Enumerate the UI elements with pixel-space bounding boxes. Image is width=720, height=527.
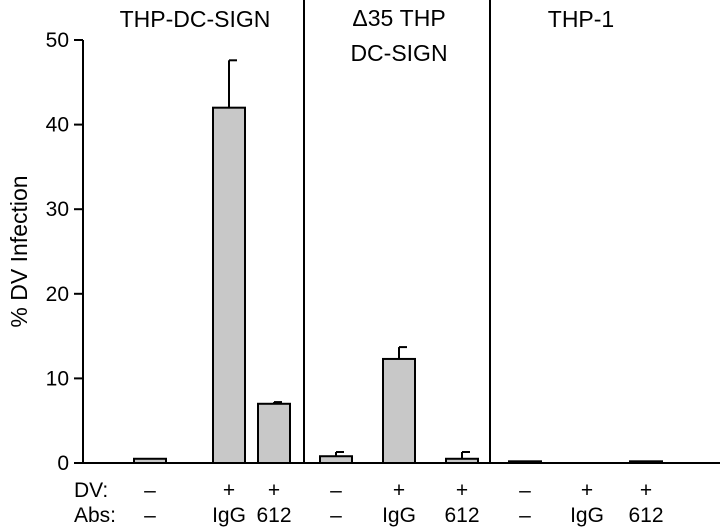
abs-row-label: Abs: xyxy=(74,504,116,527)
bar xyxy=(629,460,663,465)
abs-value-label: IgG xyxy=(570,504,604,527)
abs-value-label: IgG xyxy=(212,504,246,527)
bar xyxy=(133,457,167,464)
y-axis-title: % DV Infection xyxy=(6,175,32,327)
y-tick-label: 0 xyxy=(57,452,69,475)
abs-value-label: – xyxy=(519,504,531,527)
abs-value-label: – xyxy=(330,504,342,527)
bar xyxy=(382,357,416,464)
dv-value-label: + xyxy=(640,479,652,502)
dv-value-label: + xyxy=(393,479,405,502)
y-tick-label: 50 xyxy=(46,29,69,52)
abs-value-label: – xyxy=(144,504,156,527)
dv-value-label: + xyxy=(268,479,280,502)
group-title: THP-1 xyxy=(548,6,614,32)
bar xyxy=(257,402,291,464)
chart-axes: 0 10 20 30 40 50 % DV Infection xyxy=(6,0,720,475)
dv-value-label: – xyxy=(519,479,531,502)
dv-value-label: + xyxy=(581,479,593,502)
y-tick-label: 20 xyxy=(46,283,69,306)
abs-value-label: IgG xyxy=(382,504,416,527)
bar xyxy=(508,460,542,465)
dv-value-label: + xyxy=(223,479,235,502)
abs-value-label: 612 xyxy=(256,504,291,527)
dv-value-label: – xyxy=(330,479,342,502)
dv-row-label: DV: xyxy=(74,479,108,502)
group-title: THP-DC-SIGN xyxy=(120,6,271,32)
group-title: Δ35 THP xyxy=(352,5,445,31)
abs-value-label: 612 xyxy=(444,504,479,527)
bar xyxy=(319,455,353,464)
dv-value-label: + xyxy=(456,479,468,502)
y-tick-label: 30 xyxy=(46,198,69,221)
dv-value-label: – xyxy=(144,479,156,502)
bar xyxy=(445,457,479,464)
chart-marks xyxy=(133,59,663,465)
abs-value-label: 612 xyxy=(628,504,663,527)
group-title: DC-SIGN xyxy=(350,40,447,66)
bar xyxy=(212,106,246,465)
y-tick-label: 40 xyxy=(46,114,69,137)
y-tick-label: 10 xyxy=(46,367,69,390)
